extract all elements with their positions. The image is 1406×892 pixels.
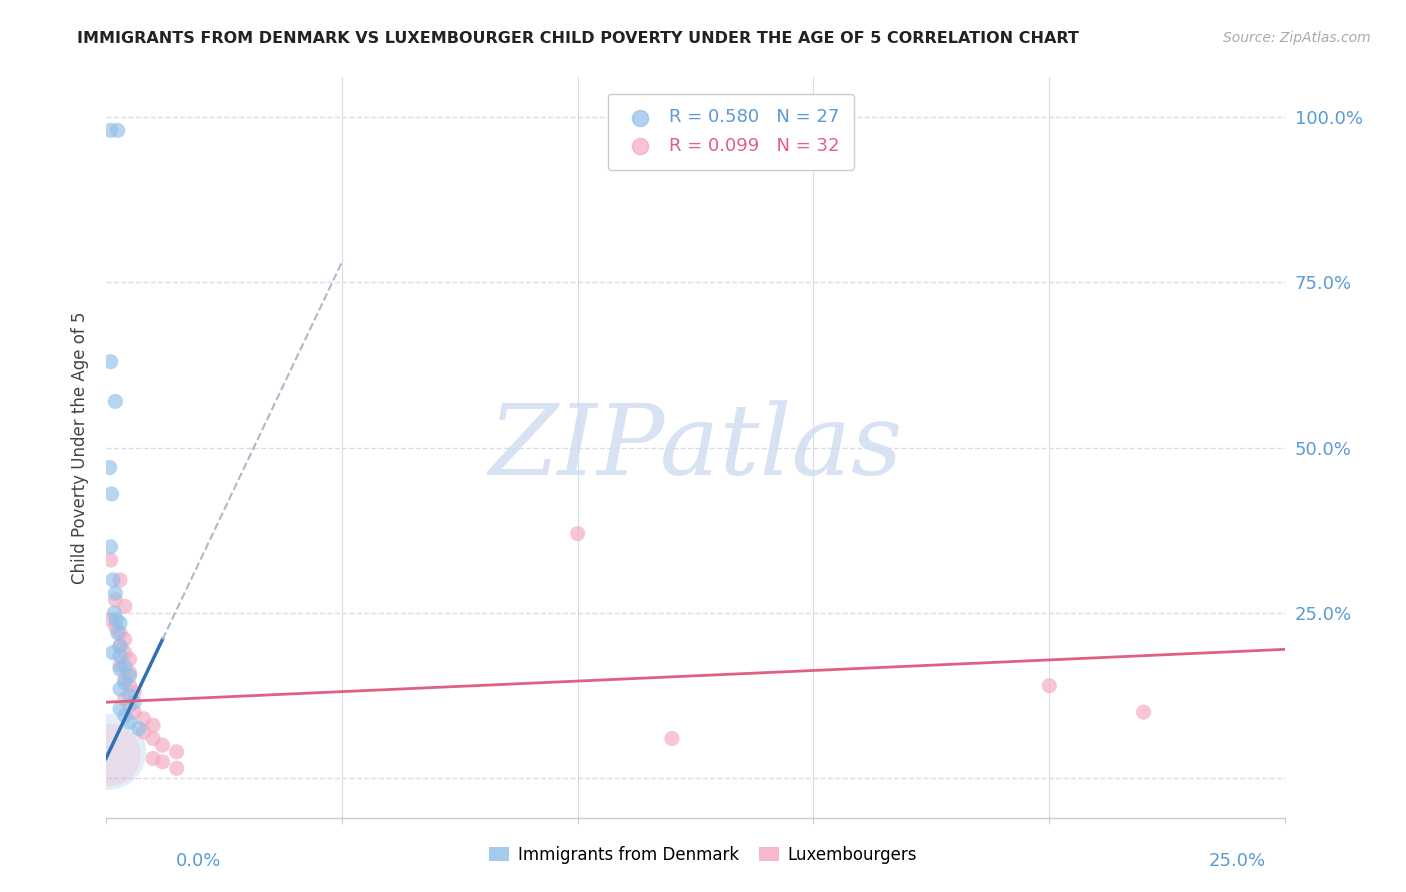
Point: [114, 646, 136, 660]
Point: [142, 751, 165, 765]
Point: [118, 665, 141, 680]
Point: [114, 692, 136, 706]
Point: [118, 669, 141, 683]
Legend: R = 0.580   N = 27, R = 0.099   N = 32: R = 0.580 N = 27, R = 0.099 N = 32: [607, 94, 853, 169]
Point: [107, 625, 129, 640]
Point: [108, 681, 131, 696]
Point: [132, 712, 155, 726]
Point: [108, 702, 131, 716]
Point: [152, 755, 174, 769]
Point: [118, 714, 141, 729]
Point: [114, 672, 136, 686]
Point: [166, 761, 188, 775]
Point: [100, 355, 122, 369]
Point: [104, 619, 127, 633]
Point: [108, 639, 131, 653]
Point: [108, 658, 131, 673]
Point: [107, 123, 129, 137]
Legend: Immigrants from Denmark, Luxembourgers: Immigrants from Denmark, Luxembourgers: [482, 839, 924, 871]
Point: [142, 718, 165, 732]
Point: [98, 748, 121, 763]
Point: [100, 553, 122, 567]
Point: [108, 639, 131, 653]
Point: [108, 648, 131, 663]
Point: [132, 725, 155, 739]
Point: [114, 658, 136, 673]
Point: [166, 745, 188, 759]
Point: [103, 606, 125, 620]
Point: [118, 652, 141, 666]
Point: [104, 592, 127, 607]
Point: [108, 662, 131, 676]
Point: [104, 586, 127, 600]
Text: ZIPatlas: ZIPatlas: [488, 400, 903, 495]
Point: [114, 632, 136, 647]
Point: [101, 573, 124, 587]
Point: [100, 123, 122, 137]
Point: [97, 745, 120, 759]
Point: [100, 487, 122, 501]
Text: Source: ZipAtlas.com: Source: ZipAtlas.com: [1223, 31, 1371, 45]
Point: [108, 615, 131, 630]
Point: [108, 625, 131, 640]
Point: [1038, 679, 1060, 693]
Text: IMMIGRANTS FROM DENMARK VS LUXEMBOURGER CHILD POVERTY UNDER THE AGE OF 5 CORRELA: IMMIGRANTS FROM DENMARK VS LUXEMBOURGER …: [77, 31, 1080, 46]
Point: [122, 695, 145, 709]
Point: [104, 394, 127, 409]
Point: [142, 731, 165, 746]
Point: [152, 738, 174, 752]
Point: [1132, 705, 1154, 719]
Point: [567, 526, 589, 541]
Point: [100, 613, 122, 627]
Point: [122, 705, 145, 719]
Point: [105, 613, 128, 627]
Point: [118, 679, 141, 693]
Point: [100, 540, 122, 554]
Point: [661, 731, 683, 746]
Point: [122, 685, 145, 699]
Point: [128, 722, 150, 736]
Point: [114, 675, 136, 690]
Point: [118, 689, 141, 703]
Point: [98, 460, 121, 475]
Point: [101, 646, 124, 660]
Point: [114, 708, 136, 723]
Text: 0.0%: 0.0%: [176, 852, 221, 870]
Y-axis label: Child Poverty Under the Age of 5: Child Poverty Under the Age of 5: [72, 311, 89, 584]
Point: [108, 573, 131, 587]
Point: [118, 698, 141, 713]
Point: [114, 599, 136, 614]
Text: 25.0%: 25.0%: [1208, 852, 1265, 870]
